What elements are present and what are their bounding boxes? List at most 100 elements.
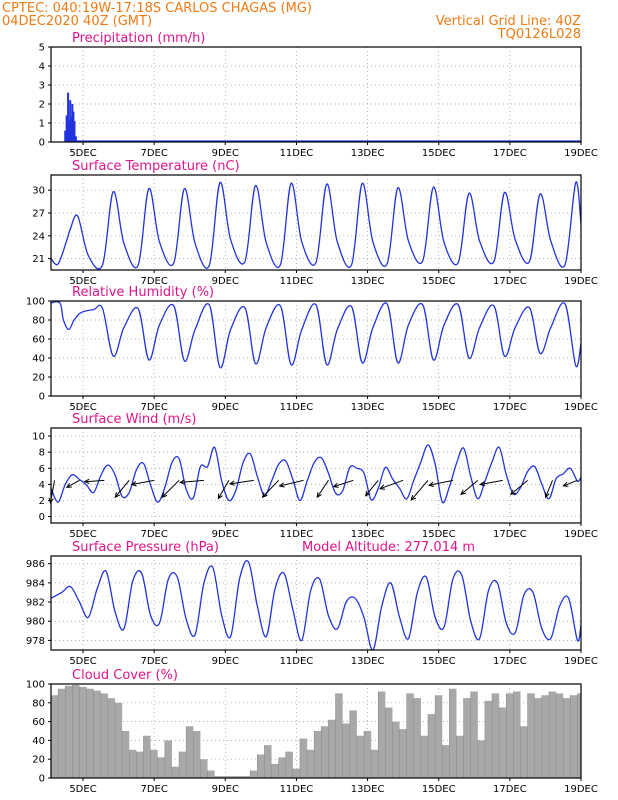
wind-vector-head <box>544 492 550 499</box>
precipitation-ytick-label: 0 <box>39 138 45 149</box>
wind-xtick-label: 13DEC <box>351 529 385 540</box>
cloud-cover-frame <box>50 683 582 779</box>
wind-vector-head <box>278 482 285 488</box>
precipitation-bar <box>67 92 70 142</box>
wind-xtick-label: 5DEC <box>69 529 96 540</box>
temperature-xtick-label: 7DEC <box>140 276 167 287</box>
precipitation-bar <box>74 136 77 142</box>
pressure-title: Surface Pressure (hPa) <box>72 540 219 555</box>
wind-vector <box>379 479 404 490</box>
wind-vector <box>410 480 429 501</box>
pressure-xtick-label: 15DEC <box>422 656 456 667</box>
wind-vector <box>480 479 503 486</box>
wind-vector <box>180 479 204 483</box>
wind-frame <box>50 427 582 524</box>
wind-vector-head <box>261 492 268 498</box>
humidity-series-line <box>51 301 581 369</box>
wind-vector-head <box>562 481 569 487</box>
wind-vector <box>316 480 329 498</box>
precipitation-panel: Precipitation (mm/h) 0 1 2 3 4 5 5DEC 7DEC 9DEC 11… <box>39 31 598 159</box>
cloud-cover-xtick-label: 15DEC <box>422 784 456 795</box>
wind-xtick-label: 17DEC <box>493 529 527 540</box>
temperature-xtick-label: 19DEC <box>564 276 598 287</box>
precipitation-bar <box>68 121 71 142</box>
temperature-xtick-label: 5DEC <box>69 276 96 287</box>
cloud-cover-ytick-label: 60 <box>32 717 45 728</box>
precipitation-xtick-label: 15DEC <box>422 148 456 159</box>
temperature-series-line <box>51 181 581 270</box>
wind-vector-head <box>217 493 223 500</box>
wind-ytick-label: 8 <box>39 448 45 459</box>
wind-vector-head <box>48 497 54 504</box>
cloud-cover-ytick-label: 100 <box>26 680 45 691</box>
wind-vector <box>333 479 354 488</box>
humidity-panel: Relative Humidity (%) 0 20 40 60 80 100 5DEC 7DE… <box>26 285 598 413</box>
temperature-ytick-label: 27 <box>32 209 45 220</box>
cloud-cover-xtick-label: 13DEC <box>351 784 385 795</box>
precipitation-xtick-label: 19DEC <box>564 148 598 159</box>
wind-xtick-label: 7DEC <box>140 529 167 540</box>
temperature-xtick-label: 13DEC <box>351 276 385 287</box>
pressure-ytick-label: 984 <box>26 578 45 589</box>
cloud-cover-area <box>51 684 581 778</box>
wind-xtick-label: 15DEC <box>422 529 456 540</box>
wind-vector <box>217 480 230 499</box>
pressure-ytick-label: 980 <box>26 617 45 628</box>
wind-vector <box>161 479 180 498</box>
temperature-ytick-label: 24 <box>32 231 45 242</box>
pressure-xtick-label: 7DEC <box>140 656 167 667</box>
humidity-ytick-label: 80 <box>32 316 45 327</box>
temperature-xtick-label: 11DEC <box>280 276 314 287</box>
humidity-frame <box>50 300 582 397</box>
pressure-series-line <box>51 560 581 650</box>
cloud-cover-xtick-label: 7DEC <box>140 784 167 795</box>
precipitation-xtick-label: 17DEC <box>493 148 527 159</box>
wind-vector <box>229 479 254 485</box>
precipitation-bar <box>65 115 68 142</box>
cloud-cover-xtick-label: 11DEC <box>280 784 314 795</box>
cloud-cover-xtick-label: 5DEC <box>69 784 96 795</box>
cloud-cover-ytick-label: 0 <box>39 774 45 785</box>
precipitation-bar <box>69 100 72 142</box>
wind-vector-head <box>332 482 339 488</box>
humidity-xtick-label: 17DEC <box>493 402 527 413</box>
header-station: CPTEC: 040:19W-17:18S CARLOS CHAGAS (MG) <box>2 1 312 16</box>
humidity-xtick-label: 5DEC <box>69 402 96 413</box>
wind-vector <box>429 479 454 486</box>
precipitation-bar <box>73 121 76 142</box>
cloud-cover-ytick-label: 40 <box>32 736 45 747</box>
wind-vector <box>131 479 155 486</box>
humidity-ytick-label: 40 <box>32 354 45 365</box>
pressure-xtick-label: 19DEC <box>564 656 598 667</box>
humidity-xtick-label: 9DEC <box>212 402 239 413</box>
precipitation-ytick-label: 2 <box>39 100 45 111</box>
wind-vector <box>84 479 105 483</box>
pressure-xtick-label: 9DEC <box>212 656 239 667</box>
pressure-xtick-label: 11DEC <box>280 656 314 667</box>
humidity-xtick-label: 11DEC <box>280 402 314 413</box>
precipitation-xtick-label: 13DEC <box>351 148 385 159</box>
wind-vector-head <box>179 479 186 485</box>
precipitation-xtick-label: 7DEC <box>140 148 167 159</box>
precipitation-bar <box>70 117 73 142</box>
humidity-xtick-label: 19DEC <box>564 402 598 413</box>
cloud-cover-ytick-label: 80 <box>32 698 45 709</box>
temperature-title: Surface Temperature (nC) <box>72 159 240 174</box>
pressure-frame <box>50 555 582 651</box>
precipitation-xtick-label: 11DEC <box>280 148 314 159</box>
wind-vector-head <box>316 492 322 499</box>
humidity-xtick-label: 7DEC <box>140 402 167 413</box>
humidity-ytick-label: 100 <box>26 297 45 308</box>
wind-vector-head <box>130 481 137 487</box>
humidity-ytick-label: 0 <box>39 392 45 403</box>
wind-vector-head <box>410 494 417 501</box>
wind-xtick-label: 11DEC <box>280 529 314 540</box>
wind-vector <box>66 479 80 488</box>
wind-vector <box>262 479 280 498</box>
wind-vector <box>114 480 130 498</box>
cloud-cover-xtick-label: 19DEC <box>564 784 598 795</box>
wind-vector <box>279 479 304 487</box>
wind-vector <box>545 480 554 498</box>
wind-panel: Surface Wind (m/s) 0 2 4 6 8 10 5DEC 7DEC 9DEC 11D… <box>32 412 598 540</box>
